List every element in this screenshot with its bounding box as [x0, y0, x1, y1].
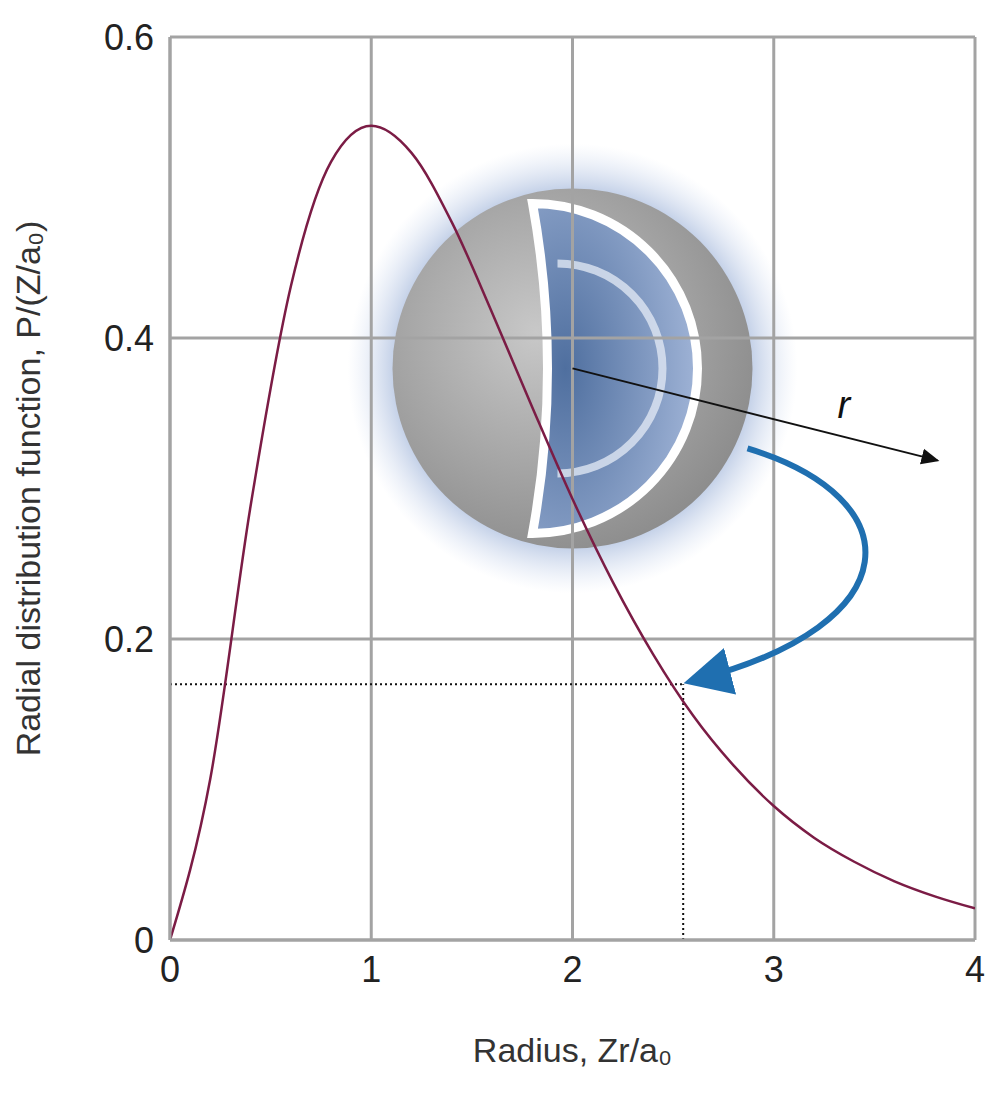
svg-text:0: 0 — [134, 920, 154, 961]
svg-text:2: 2 — [562, 949, 582, 990]
svg-text:3: 3 — [764, 949, 784, 990]
svg-text:1: 1 — [361, 949, 381, 990]
svg-text:Radial distribution function,: Radial distribution function, P/(Z/a₀) — [9, 221, 47, 757]
svg-text:0.2: 0.2 — [104, 619, 154, 660]
svg-text:0.4: 0.4 — [104, 318, 154, 359]
svg-text:Radius, Zr/a₀: Radius, Zr/a₀ — [473, 1031, 672, 1069]
svg-text:0: 0 — [160, 949, 180, 990]
svg-text:4: 4 — [965, 949, 985, 990]
svg-text:0.6: 0.6 — [104, 17, 154, 58]
svg-text:r: r — [838, 384, 852, 426]
